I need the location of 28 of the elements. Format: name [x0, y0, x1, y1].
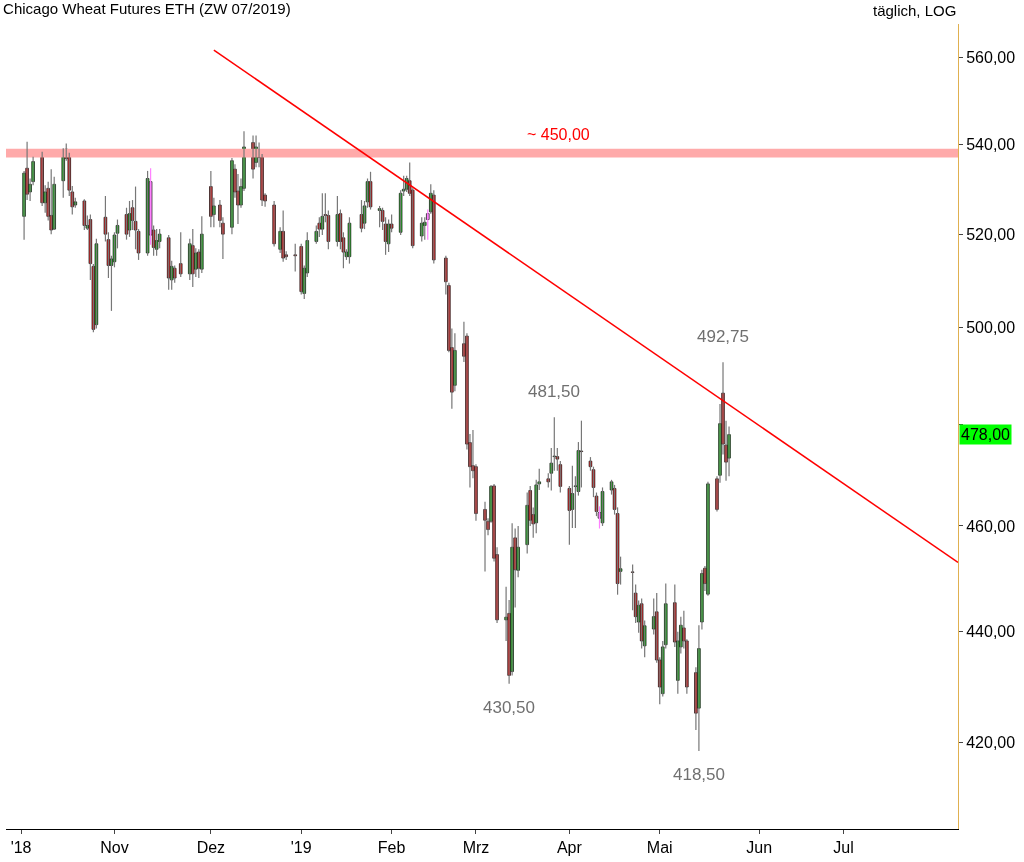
- x-tick-label: '18: [10, 839, 32, 857]
- x-tick-label: Apr: [556, 839, 583, 857]
- y-tick-label: 540,00: [966, 135, 1016, 153]
- candlestick: [423, 216, 427, 241]
- x-tick-label: Feb: [377, 839, 406, 857]
- x-tick-label: Jul: [833, 839, 854, 857]
- annotation: 430,50: [483, 698, 535, 717]
- candlestick: [293, 243, 297, 273]
- x-tick-label: Mrz: [462, 839, 490, 857]
- y-tick-label: 560,00: [966, 49, 1016, 67]
- x-tick-label: Mai: [646, 839, 673, 857]
- x-tick-label: Jun: [746, 839, 773, 857]
- x-tick-label: Dez: [196, 839, 226, 857]
- annotation: 418,50: [673, 765, 725, 784]
- candlestick: [359, 199, 364, 233]
- y-tick-label: 500,00: [966, 319, 1016, 337]
- y-tick-label: 520,00: [966, 225, 1016, 243]
- x-tick-label: Nov: [100, 839, 129, 857]
- chart-title: Chicago Wheat Futures ETH (ZW 07/2019): [3, 0, 291, 17]
- text: 478,00: [961, 426, 1011, 443]
- y-tick-label: 440,00: [966, 623, 1016, 641]
- y-tick-label: 460,00: [966, 517, 1016, 535]
- text: täglich, LOG: [873, 2, 957, 19]
- annotation: 492,75: [697, 327, 749, 346]
- y-tick-label: 420,00: [966, 734, 1016, 752]
- annotation: 481,50: [528, 382, 580, 401]
- band-label: ~ 450,00: [527, 126, 590, 143]
- x-tick-label: '19: [290, 839, 312, 857]
